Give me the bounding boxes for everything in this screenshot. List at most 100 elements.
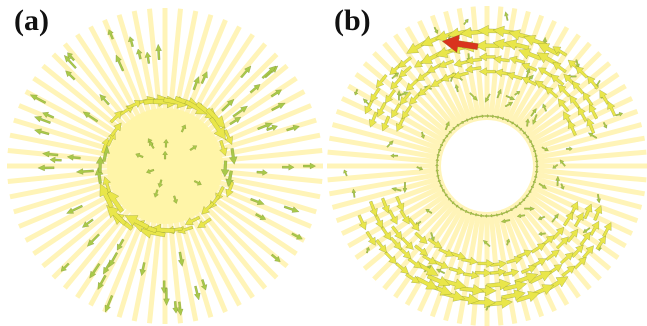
vector-arrow <box>102 176 112 193</box>
vector-arrow <box>417 84 432 97</box>
vector-arrow <box>506 71 523 81</box>
vector-arrow <box>257 122 273 131</box>
vector-arrow <box>496 88 502 99</box>
vector-arrow <box>399 91 412 106</box>
vector-arrow <box>194 285 201 301</box>
radial-ray <box>340 96 450 151</box>
vector-arrow <box>528 188 533 194</box>
vector-arrow <box>505 238 511 246</box>
vector-arrow <box>104 294 114 313</box>
vector-arrow <box>416 261 439 276</box>
vector-arrow <box>396 116 406 132</box>
vector-arrow <box>433 259 450 269</box>
vector-arrow <box>452 71 469 80</box>
vector-arrow <box>189 145 198 152</box>
vector-arrow <box>524 206 536 212</box>
vector-arrow <box>530 108 537 117</box>
vector-arrow <box>389 236 402 251</box>
vector-arrow <box>110 122 122 137</box>
radial-ray <box>41 193 131 269</box>
vector-arrow <box>504 209 511 214</box>
radial-ray <box>488 207 504 326</box>
vector-arrow <box>437 147 442 154</box>
vector-arrow <box>49 156 62 164</box>
vector-arrow <box>106 204 127 226</box>
vector-arrow <box>532 178 537 185</box>
vector-arrow <box>501 289 526 301</box>
vector-arrow <box>573 256 587 270</box>
vector-arrow <box>484 214 490 218</box>
vector-arrow <box>283 205 300 213</box>
radial-ray <box>328 170 447 197</box>
vector-arrow <box>155 43 162 60</box>
vector-arrow <box>396 89 402 101</box>
vector-arrow <box>395 262 410 274</box>
vector-arrow <box>517 126 523 131</box>
vector-arrow <box>595 235 607 251</box>
vector-arrow <box>499 211 506 216</box>
radial-ray <box>210 148 323 164</box>
vector-arrow <box>494 115 501 119</box>
vector-arrow <box>407 217 420 232</box>
vector-arrow <box>537 215 546 221</box>
radial-ray <box>519 188 620 260</box>
vector-arrow <box>562 211 574 227</box>
vector-arrow <box>439 183 444 190</box>
vector-arrow <box>427 237 443 249</box>
radial-ray <box>201 189 298 256</box>
vector-arrow <box>67 52 76 62</box>
vector-arrow <box>225 181 235 198</box>
vector-arrow <box>435 157 440 164</box>
vector-arrow <box>436 173 440 180</box>
vector-arrow <box>436 152 440 159</box>
vector-arrow <box>538 231 546 237</box>
vector-arrow <box>586 117 596 134</box>
vector-arrow <box>468 116 475 121</box>
vector-arrow <box>477 259 495 268</box>
vector-arrow <box>578 106 588 122</box>
radial-ray <box>524 181 634 236</box>
vector-arrow <box>532 147 537 154</box>
radial-ray <box>51 52 135 136</box>
radial-ray <box>470 207 486 326</box>
vector-arrow <box>435 168 440 175</box>
vector-arrow <box>228 148 238 165</box>
vector-arrow <box>486 278 512 291</box>
vector-arrow <box>516 213 526 219</box>
vector-arrow <box>575 65 589 79</box>
radial-ray <box>206 103 312 151</box>
radial-ray <box>429 14 475 128</box>
vector-arrow <box>42 150 59 158</box>
radial-ray <box>525 108 639 154</box>
vector-arrow <box>153 189 159 198</box>
radial-ray <box>456 206 483 325</box>
vector-arrow <box>370 87 381 103</box>
vector-arrow <box>504 11 509 21</box>
vector-arrow <box>172 301 180 314</box>
radial-ray <box>522 184 627 249</box>
vector-arrow <box>405 78 419 91</box>
vector-arrow <box>579 231 591 246</box>
vector-arrow <box>368 111 378 128</box>
vector-arrow <box>109 110 123 124</box>
vector-arrow <box>33 116 51 125</box>
vector-arrow <box>37 164 55 172</box>
vector-arrow <box>473 115 480 119</box>
radial-ray <box>192 200 268 290</box>
vector-arrow <box>560 183 565 190</box>
vector-arrow <box>455 123 460 128</box>
vector-arrow <box>365 230 376 246</box>
vector-arrow <box>569 95 581 110</box>
radial-ray <box>195 196 279 280</box>
vector-arrow <box>184 215 201 226</box>
vector-arrow <box>144 51 152 64</box>
vector-arrow <box>240 65 252 79</box>
vector-arrow <box>162 150 168 160</box>
vector-arrow <box>468 211 475 216</box>
vector-arrow <box>525 118 530 127</box>
radial-ray <box>527 170 646 197</box>
radial-ray <box>362 191 457 271</box>
vector-arrow <box>220 160 230 178</box>
vector-arrow <box>557 98 570 113</box>
radial-ray <box>470 6 486 125</box>
